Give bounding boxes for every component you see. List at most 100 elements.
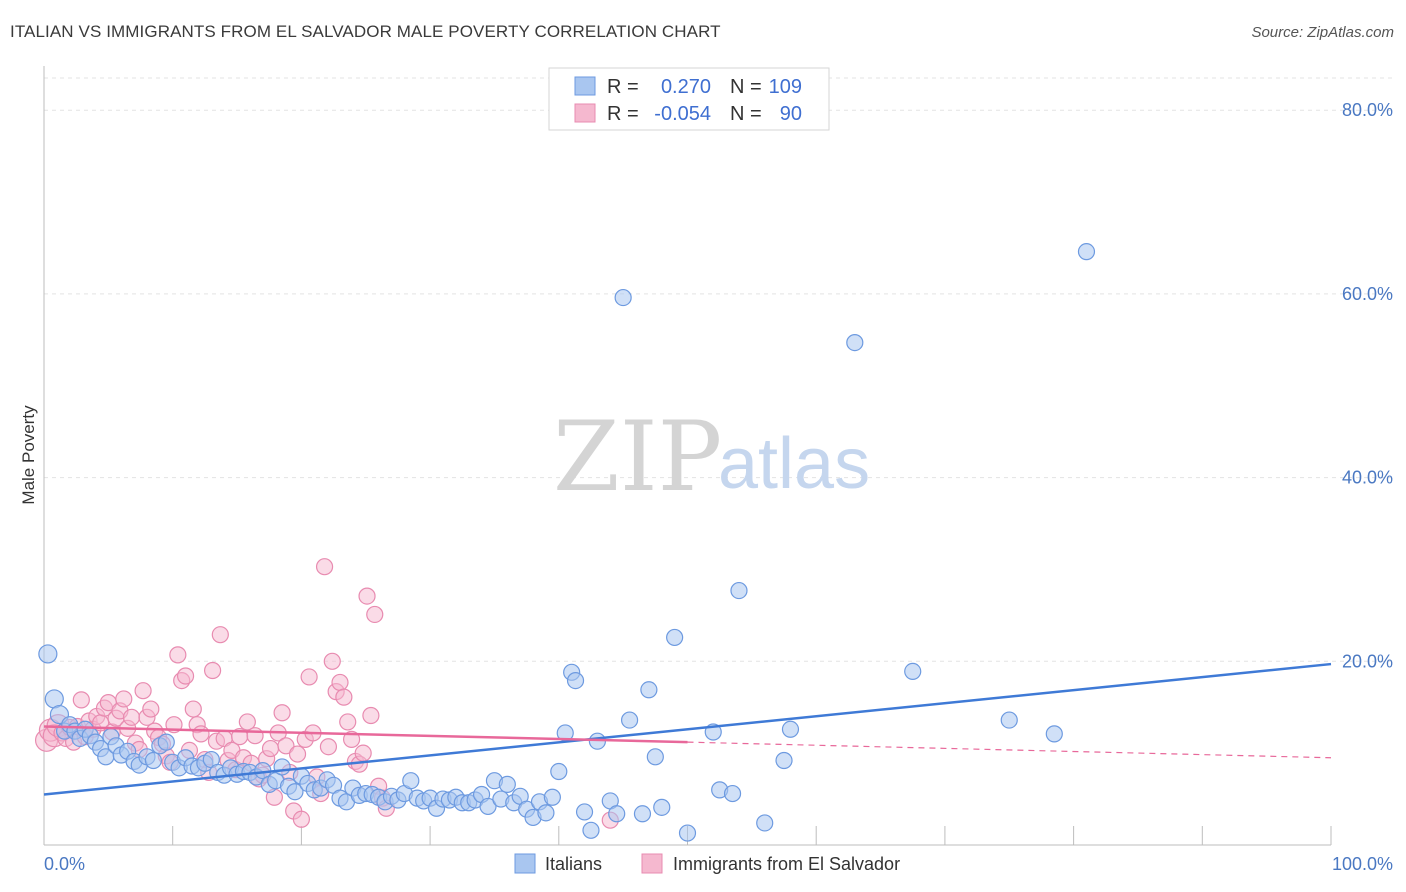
point-italians	[678, 824, 697, 842]
legend-r-value-1: 0.270	[661, 76, 711, 98]
chart-title: ITALIAN VS IMMIGRANTS FROM EL SALVADOR M…	[10, 22, 721, 41]
point-el-salvador	[246, 727, 264, 745]
point-italians	[620, 711, 639, 729]
point-italians	[402, 772, 420, 790]
point-el-salvador	[323, 652, 341, 670]
point-el-salvador	[315, 558, 334, 576]
point-italians	[550, 762, 568, 781]
point-el-salvador	[300, 668, 318, 686]
point-italians	[781, 720, 800, 738]
point-italians	[1077, 243, 1096, 261]
point-italians	[537, 804, 555, 822]
point-italians	[608, 805, 626, 823]
legend-r-value-2: -0.054	[654, 103, 711, 125]
point-el-salvador	[176, 667, 195, 685]
point-el-salvador	[292, 810, 310, 828]
legend-r-label-1: R =	[607, 76, 639, 98]
x-tick-label-min: 0.0%	[44, 854, 85, 874]
point-el-salvador	[335, 688, 353, 706]
point-italians	[157, 733, 175, 751]
point-el-salvador	[169, 646, 187, 664]
bottom-legend-swatch-el-salvador	[641, 853, 663, 874]
x-tick-label-max: 100.0%	[1332, 854, 1393, 874]
legend-swatch-italians	[574, 76, 596, 96]
point-italians	[904, 662, 922, 681]
y-tick-label: 80.0%	[1342, 100, 1393, 120]
legend-swatch-el-salvador	[574, 103, 596, 123]
point-el-salvador	[134, 682, 152, 700]
point-italians	[633, 805, 652, 823]
point-el-salvador	[362, 706, 380, 725]
point-italians	[730, 581, 748, 600]
point-el-salvador	[319, 738, 338, 756]
legend-n-label-2: N =	[730, 103, 762, 125]
bottom-legend-swatch-italians	[514, 853, 536, 874]
trend-lines	[43, 662, 1332, 796]
watermark-atlas: atlas	[718, 424, 870, 504]
point-italians	[646, 748, 664, 766]
point-italians	[666, 628, 684, 647]
point-italians	[286, 783, 304, 801]
point-el-salvador	[366, 605, 384, 624]
trend-line-italians	[43, 662, 1332, 796]
bottom-legend: Italians Immigrants from El Salvador	[514, 853, 900, 874]
legend-box: R = 0.270 N = 109 R = -0.054 N = 90	[548, 67, 830, 131]
trend-line-el-salvador	[43, 725, 688, 744]
point-italians	[575, 803, 594, 821]
point-italians	[614, 288, 632, 307]
point-italians	[566, 671, 585, 690]
point-italians	[846, 333, 864, 352]
point-italians	[640, 681, 658, 699]
y-tick-label: 60.0%	[1342, 284, 1393, 304]
legend-n-value-1: 109	[769, 76, 802, 98]
series-el-salvador	[34, 558, 619, 829]
grid-layer	[44, 77, 1393, 662]
watermark: ZIP atlas	[553, 401, 870, 513]
point-italians	[543, 788, 561, 806]
point-italians	[479, 797, 497, 816]
point-italians	[1000, 711, 1018, 729]
point-el-salvador	[261, 739, 280, 758]
legend-n-label-1: N =	[730, 76, 762, 98]
source-label: Source: ZipAtlas.com	[1251, 24, 1394, 41]
point-italians	[775, 751, 793, 770]
point-el-salvador	[72, 691, 90, 709]
point-el-salvador	[203, 661, 222, 680]
trend-line-el-salvador-dashed	[687, 741, 1332, 759]
point-italians	[756, 814, 774, 832]
point-el-salvador	[354, 744, 372, 762]
point-el-salvador	[192, 725, 210, 743]
point-el-salvador	[211, 626, 229, 644]
point-italians	[723, 784, 742, 803]
point-italians	[1045, 725, 1063, 743]
point-el-salvador	[331, 673, 349, 692]
point-italians	[273, 758, 291, 776]
legend-r-label-2: R =	[607, 103, 639, 125]
y-tick-labels: 20.0% 40.0% 60.0% 80.0%	[1342, 100, 1393, 671]
point-italians	[498, 775, 516, 793]
legend-n-value-2: 90	[780, 103, 802, 125]
point-el-salvador	[358, 587, 376, 605]
bottom-legend-label-italians: Italians	[545, 854, 602, 874]
bottom-legend-label-el-salvador: Immigrants from El Salvador	[673, 854, 900, 874]
legend-frame	[548, 67, 830, 131]
point-el-salvador	[115, 690, 133, 708]
point-italians	[653, 798, 671, 816]
point-el-salvador	[184, 700, 202, 718]
point-el-salvador	[288, 745, 307, 763]
point-el-salvador	[238, 713, 256, 731]
y-axis-title: Male Poverty	[19, 405, 38, 505]
point-el-salvador	[277, 737, 295, 755]
point-italians	[38, 644, 58, 664]
point-italians	[144, 751, 162, 770]
y-tick-label: 40.0%	[1342, 468, 1393, 488]
point-el-salvador	[339, 713, 357, 731]
point-el-salvador	[273, 704, 291, 722]
point-italians	[582, 821, 600, 839]
point-el-salvador	[122, 708, 141, 726]
point-el-salvador	[142, 700, 160, 718]
watermark-zip: ZIP	[553, 401, 722, 513]
y-tick-label: 20.0%	[1342, 651, 1393, 671]
point-el-salvador	[342, 730, 361, 748]
